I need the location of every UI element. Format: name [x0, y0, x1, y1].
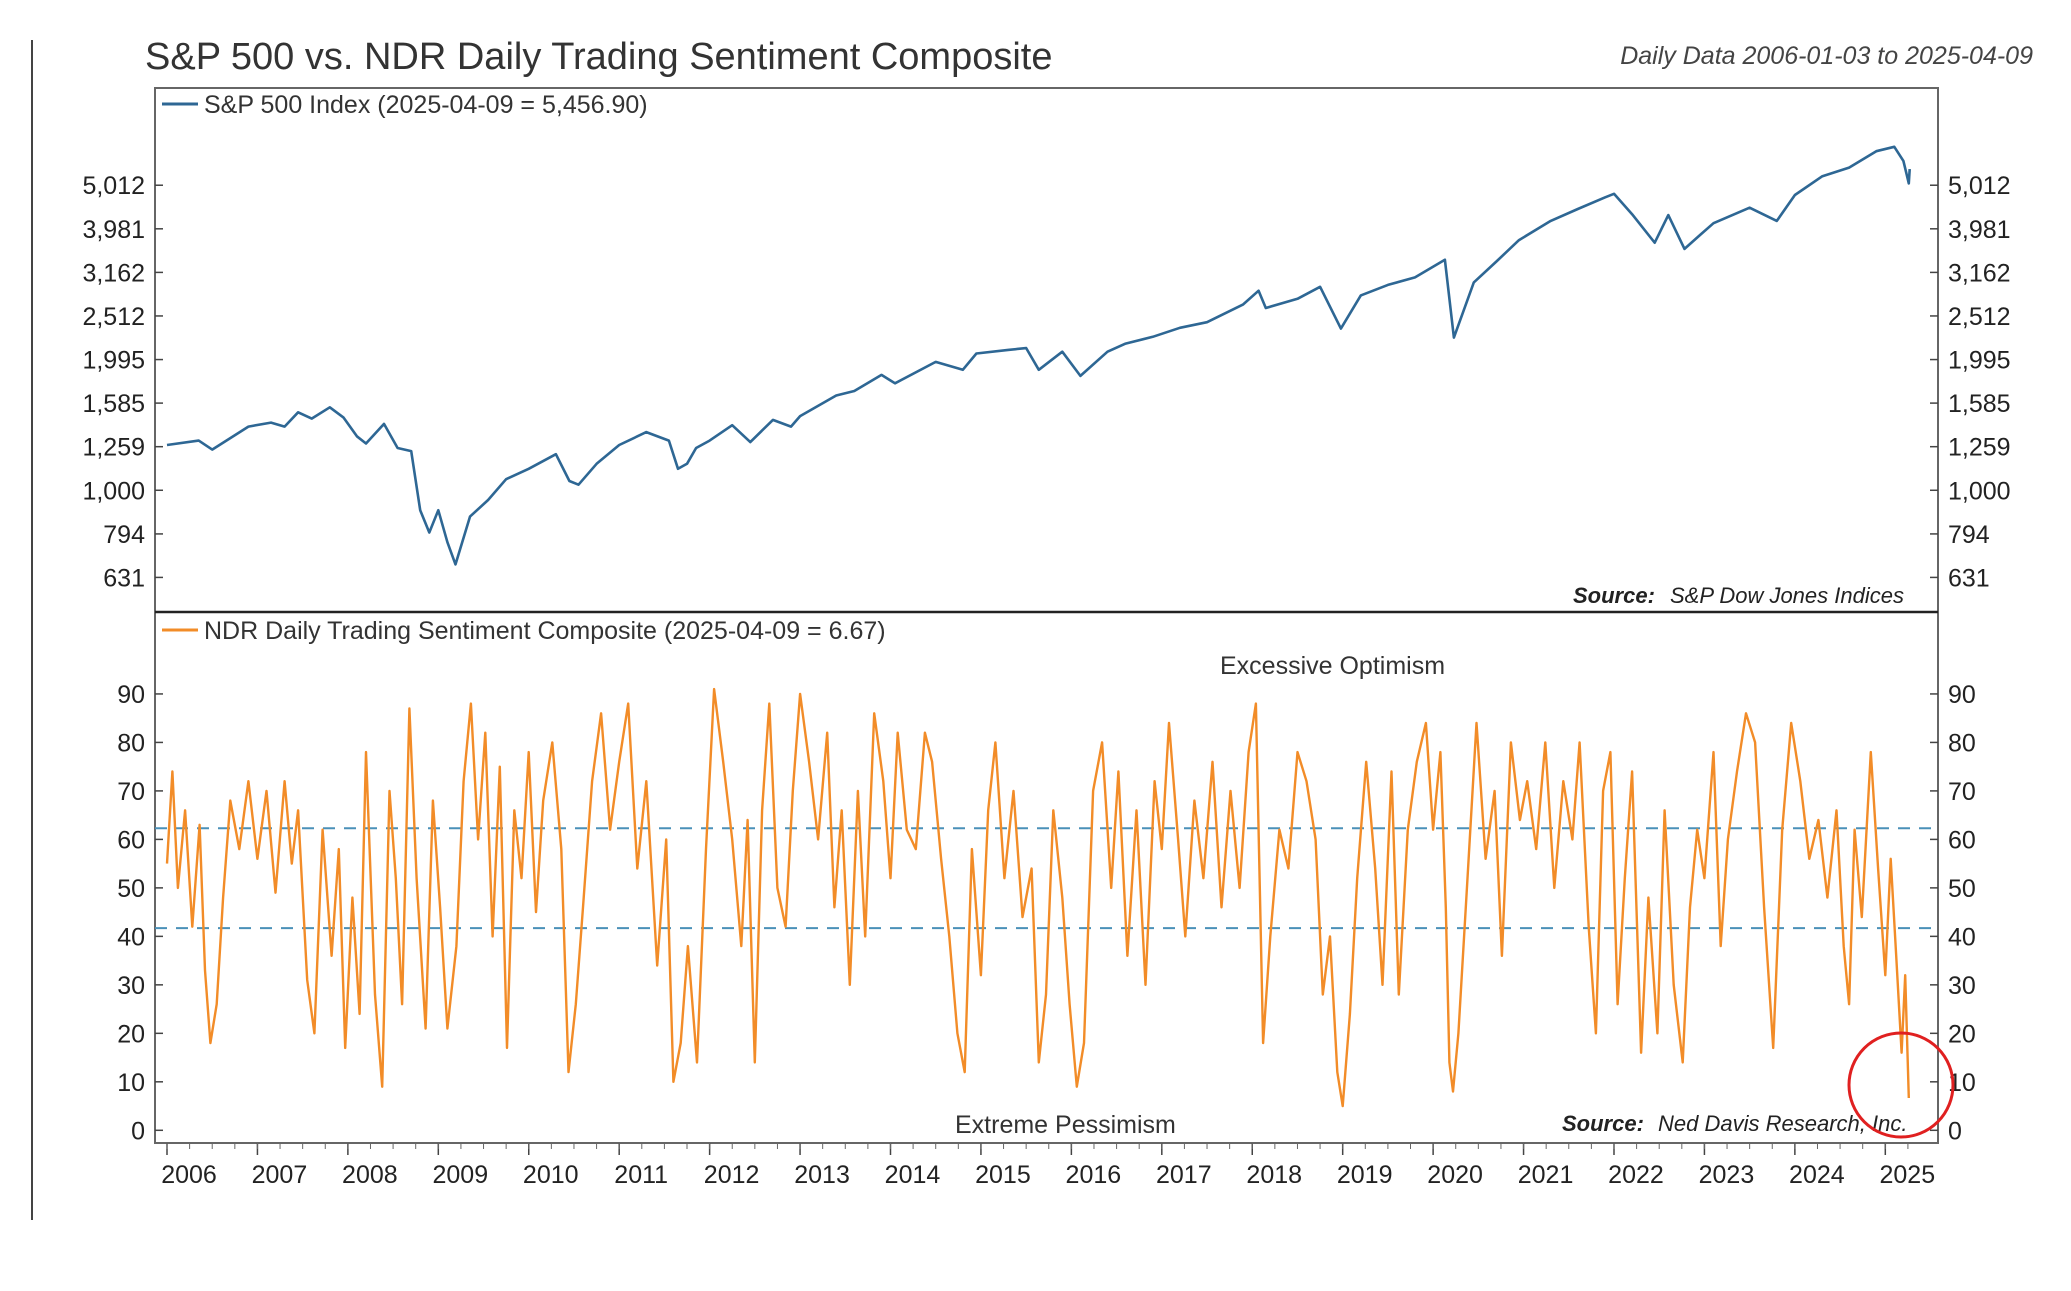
x-tick-label: 2008 — [342, 1161, 398, 1189]
sp500-panel: 631 631 794 794 1,000 1,000 1,259 1,259 1,585 1,5… — [82, 145, 2011, 592]
chart-title: S&P 500 vs. NDR Daily Trading Sentiment … — [145, 36, 1053, 78]
x-tick-label: 2024 — [1789, 1161, 1845, 1189]
zone-upper-label: Excessive Optimism — [1220, 652, 1445, 680]
sp500-ytick-label-right: 631 — [1948, 564, 1990, 592]
sp500-ytick-label-right: 3,162 — [1948, 259, 2011, 287]
sentiment-ytick-label-left: 70 — [117, 778, 145, 806]
x-tick-label: 2007 — [252, 1161, 308, 1189]
x-tick-label: 2021 — [1518, 1161, 1574, 1189]
sentiment-ytick-label-left: 90 — [117, 681, 145, 709]
sp500-line — [166, 145, 1911, 566]
x-tick-label: 2014 — [885, 1161, 941, 1189]
sentiment-ytick-label-right: 40 — [1948, 923, 1976, 951]
x-tick-label: 2012 — [704, 1161, 760, 1189]
x-tick-label: 2015 — [975, 1161, 1031, 1189]
x-tick-label: 2010 — [523, 1161, 579, 1189]
sp500-ytick-label-left: 3,981 — [82, 216, 145, 244]
sentiment-ytick-label-left: 40 — [117, 923, 145, 951]
sp500-legend-label: S&P 500 Index (2025-04-09 = 5,456.90) — [204, 91, 648, 119]
x-tick-label: 2017 — [1156, 1161, 1212, 1189]
date-range-label: Daily Data 2006-01-03 to 2025-04-09 — [1620, 42, 2033, 70]
x-tick-label: 2019 — [1337, 1161, 1393, 1189]
sp500-ytick-label-right: 3,981 — [1948, 216, 2011, 244]
sp500-ytick-label-right: 2,512 — [1948, 303, 2011, 331]
x-tick-label: 2011 — [614, 1161, 668, 1189]
sentiment-ytick-label-left: 80 — [117, 729, 145, 757]
sp500-ytick-label-right: 1,585 — [1948, 390, 2011, 418]
sentiment-legend-label: NDR Daily Trading Sentiment Composite (2… — [204, 617, 886, 645]
sentiment-ytick-label-right: 60 — [1948, 826, 1976, 854]
sp500-ytick-label-left: 5,012 — [82, 172, 145, 200]
plot-frame — [154, 87, 1939, 1144]
sentiment-ytick-label-left: 50 — [117, 875, 145, 903]
sp500-ytick-label-right: 1,000 — [1948, 477, 2011, 505]
sp500-ytick-label-left: 3,162 — [82, 259, 145, 287]
zone-lower-label: Extreme Pessimism — [955, 1111, 1176, 1139]
sp500-ytick-label-left: 2,512 — [82, 303, 145, 331]
sentiment-ytick-label-left: 30 — [117, 972, 145, 1000]
x-tick-label: 2013 — [794, 1161, 850, 1189]
sentiment-ytick-label-right: 80 — [1948, 729, 1976, 757]
sp500-source-label: Source: — [1573, 583, 1655, 608]
x-tick-label: 2023 — [1699, 1161, 1755, 1189]
sentiment-ytick-label-right: 70 — [1948, 778, 1976, 806]
sp500-ytick-label-left: 1,995 — [82, 347, 145, 375]
x-tick-label: 2009 — [432, 1161, 488, 1189]
sentiment-ytick-label-left: 20 — [117, 1020, 145, 1048]
sp500-ytick-label-left: 1,000 — [82, 477, 145, 505]
sp500-source-text: S&P Dow Jones Indices — [1670, 583, 1904, 608]
sentiment-ytick-label-right: 0 — [1948, 1117, 1962, 1145]
x-tick-label: 2016 — [1066, 1161, 1122, 1189]
sentiment-ytick-label-left: 10 — [117, 1069, 145, 1097]
x-tick-label: 2006 — [161, 1161, 217, 1189]
sp500-ytick-label-right: 5,012 — [1948, 172, 2011, 200]
sentiment-ytick-label-left: 0 — [131, 1117, 145, 1145]
sentiment-ytick-label-left: 60 — [117, 826, 145, 854]
x-tick-label: 2020 — [1427, 1161, 1483, 1189]
sp500-ytick-label-right: 1,259 — [1948, 434, 2011, 462]
x-axis: 2006 2007 2008 2009 2010 2011 2012 2013 2014 2015… — [161, 1143, 1935, 1189]
sp500-ytick-label-right: 794 — [1948, 521, 1990, 549]
sentiment-source-text: Ned Davis Research, Inc. — [1658, 1111, 1907, 1136]
sentiment-ytick-label-right: 90 — [1948, 681, 1976, 709]
x-tick-label: 2022 — [1608, 1161, 1664, 1189]
sentiment-ytick-label-right: 30 — [1948, 972, 1976, 1000]
sp500-ytick-label-left: 794 — [103, 521, 145, 549]
sp500-ytick-label-right: 1,995 — [1948, 347, 2011, 375]
sentiment-line — [165, 687, 1910, 1108]
highlight-circle — [1847, 1031, 1955, 1139]
sp500-ytick-label-left: 1,259 — [82, 434, 145, 462]
sentiment-source-label: Source: — [1562, 1111, 1644, 1136]
sentiment-ytick-label-right: 20 — [1948, 1020, 1976, 1048]
sp500-ytick-label-left: 631 — [103, 564, 145, 592]
sp500-ytick-label-left: 1,585 — [82, 390, 145, 418]
x-tick-label: 2018 — [1246, 1161, 1302, 1189]
sentiment-ytick-label-right: 50 — [1948, 875, 1976, 903]
x-tick-label: 2025 — [1879, 1161, 1935, 1189]
